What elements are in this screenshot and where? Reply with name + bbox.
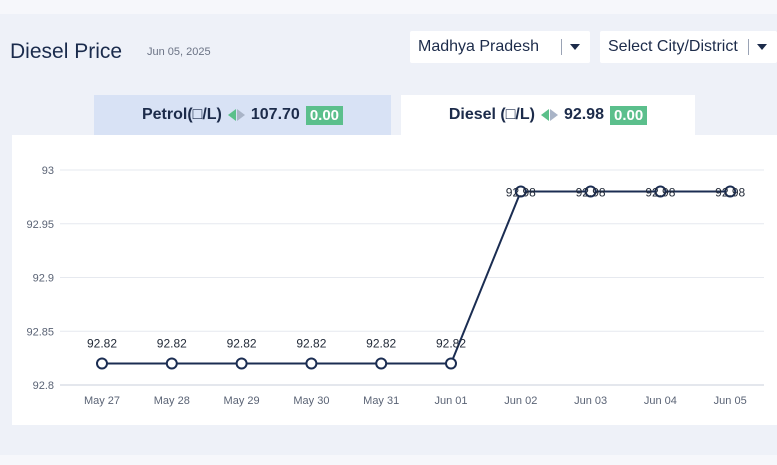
data-label: 92.98: [576, 186, 606, 200]
tab-petrol-change-badge: 0.00: [305, 105, 344, 125]
y-tick-label: 92.85: [26, 326, 54, 338]
y-tick-label: 92.95: [26, 219, 54, 231]
state-select[interactable]: Madhya Pradesh: [410, 31, 590, 63]
x-tick-label: Jun 02: [504, 395, 537, 407]
data-point: [445, 357, 457, 370]
y-tick-label: 93: [42, 165, 54, 177]
tab-diesel[interactable]: Diesel (□/L) 92.98 0.00: [401, 95, 695, 135]
data-label: 92.82: [87, 337, 117, 351]
city-select-value: Select City/District: [608, 38, 738, 55]
tab-petrol[interactable]: Petrol(□/L) 107.70 0.00: [94, 95, 391, 135]
data-point: [305, 357, 318, 370]
data-point: [165, 357, 178, 370]
state-select-value: Madhya Pradesh: [418, 38, 539, 55]
price-date: Jun 05, 2025: [147, 46, 211, 58]
y-tick-label: 92.8: [33, 380, 54, 392]
tab-petrol-price: 107.70: [250, 106, 300, 123]
select-separator: [561, 39, 562, 55]
data-point: [235, 357, 248, 370]
tab-petrol-label: Petrol(□/L): [141, 106, 222, 123]
city-select[interactable]: Select City/District: [600, 31, 777, 63]
page-title: Diesel Price: [10, 40, 123, 63]
tab-diesel-price: 92.98: [563, 106, 604, 123]
price-change-arrows-icon: [227, 109, 245, 121]
chevron-down-icon[interactable]: [570, 44, 580, 50]
data-label: 92.98: [715, 186, 745, 200]
top-strip: [0, 0, 777, 14]
x-tick-label: May 30: [293, 395, 329, 407]
data-label: 92.82: [436, 337, 466, 351]
price-line-chart: 92.8 92.85 92.9 92.95 93 May 27 May 28 May 29 Ma…: [26, 165, 764, 407]
x-tick-label: May 27: [84, 395, 120, 407]
data-label: 92.82: [227, 337, 257, 351]
data-label: 92.82: [366, 337, 396, 351]
price-change-arrows-icon: [540, 109, 558, 121]
chart-panel: 92.8 92.85 92.9 92.95 93 May 27 May 28 May 29 Ma…: [12, 135, 777, 425]
x-tick-label: Jun 01: [434, 395, 467, 407]
data-point: [654, 185, 667, 198]
data-point: [514, 185, 527, 198]
data-point: [584, 185, 597, 198]
data-point: [724, 185, 737, 198]
x-tick-label: May 29: [224, 395, 260, 407]
data-label: 92.82: [296, 337, 326, 351]
bottom-strip: [0, 455, 777, 465]
select-separator: [748, 39, 749, 55]
data-label: 92.98: [645, 186, 675, 200]
data-point: [96, 357, 108, 370]
tab-diesel-change-badge: 0.00: [609, 105, 648, 125]
x-tick-label: Jun 04: [644, 395, 677, 407]
data-label: 92.82: [157, 337, 187, 351]
x-tick-label: May 28: [154, 395, 190, 407]
x-tick-label: Jun 05: [714, 395, 747, 407]
y-tick-label: 92.9: [33, 273, 54, 285]
chevron-down-icon[interactable]: [757, 44, 767, 50]
series-line: [102, 190, 731, 365]
x-tick-label: May 31: [363, 395, 399, 407]
data-point: [375, 357, 388, 370]
tab-diesel-label: Diesel (□/L): [448, 106, 535, 123]
x-tick-label: Jun 03: [574, 395, 607, 407]
data-label: 92.98: [506, 186, 536, 200]
